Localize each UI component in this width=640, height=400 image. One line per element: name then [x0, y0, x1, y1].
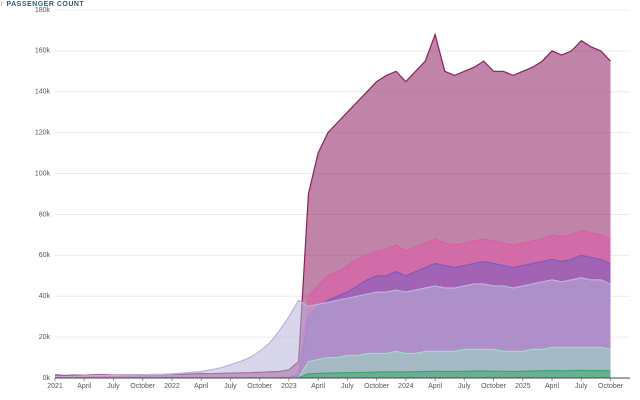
chart-title: ↑ PASSENGER COUNT [0, 1, 84, 8]
y-tick-label: 160k [35, 48, 51, 55]
series-area [55, 347, 611, 378]
x-tick-label: October [364, 383, 390, 390]
y-tick-label: 80k [39, 211, 51, 218]
x-tick-label: April [194, 383, 208, 390]
x-tick-label: October [481, 383, 507, 390]
x-tick-label: October [247, 383, 273, 390]
x-tick-label: April [545, 383, 559, 390]
y-tick-label: 40k [39, 293, 51, 300]
y-tick-label: 120k [35, 130, 51, 137]
x-tick-label: July [341, 383, 354, 390]
x-tick-label: 2024 [398, 383, 414, 390]
x-tick-label: 2023 [281, 383, 297, 390]
x-tick-label: October [130, 383, 156, 390]
x-tick-label: 2022 [164, 383, 180, 390]
x-tick-label: April [77, 383, 91, 390]
x-tick-label: July [458, 383, 471, 390]
series-line [54, 277, 611, 377]
x-tick-label: July [575, 383, 588, 390]
series-area [55, 370, 611, 378]
x-tick-label: July [224, 383, 237, 390]
y-tick-label: 20k [39, 334, 51, 341]
y-tick-label: 60k [39, 252, 51, 259]
y-tick-label: 0k [43, 375, 51, 382]
y-tick-label: 180k [35, 7, 51, 14]
y-tick-label: 100k [35, 170, 51, 177]
x-tick-label: 2021 [47, 383, 63, 390]
x-tick-label: July [107, 383, 120, 390]
x-tick-label: 2025 [515, 383, 531, 390]
x-tick-label: October [598, 383, 624, 390]
y-tick-label: 140k [35, 89, 51, 96]
x-tick-label: April [311, 383, 325, 390]
x-tick-label: April [428, 383, 442, 390]
